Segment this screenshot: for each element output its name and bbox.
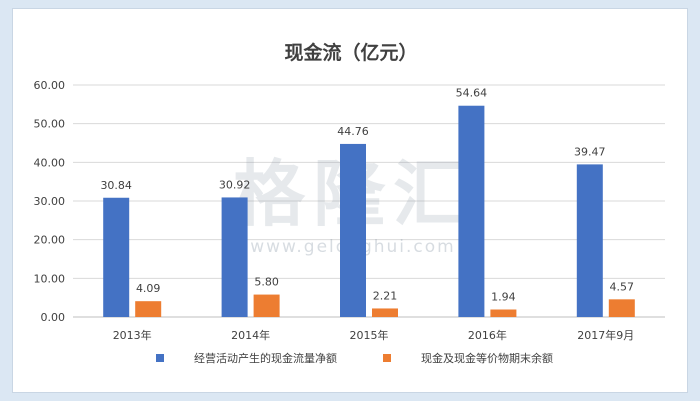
y-tick-label: 30.00 xyxy=(34,195,66,208)
bar-operating-cash-flow xyxy=(458,105,485,317)
data-label: 1.94 xyxy=(491,290,516,303)
x-tick-label: 2015年 xyxy=(350,328,389,342)
legend-swatch xyxy=(383,354,391,362)
bar-cash-balance xyxy=(608,299,635,317)
bar-operating-cash-flow xyxy=(576,164,603,317)
chart-frame: 格隆汇 www.gelonghui.com 0.0010.0020.0030.0… xyxy=(12,8,688,393)
x-tick-label: 2014年 xyxy=(231,328,270,342)
legend: 经营活动产生的现金流量净额 现金及现金等价物期末余额 xyxy=(156,351,553,365)
x-tick-label: 2016年 xyxy=(468,328,507,342)
legend-label: 经营活动产生的现金流量净额 xyxy=(194,351,337,365)
x-tick-label: 2017年9月 xyxy=(577,328,634,342)
y-tick-label: 20.00 xyxy=(34,234,66,247)
data-label: 54.64 xyxy=(456,87,488,100)
data-label: 5.80 xyxy=(254,276,279,289)
legend-label: 现金及现金等价物期末余额 xyxy=(421,351,553,365)
bar-cash-balance xyxy=(253,294,280,317)
legend-swatch xyxy=(156,354,164,362)
bar-operating-cash-flow xyxy=(221,197,248,317)
data-label: 39.47 xyxy=(574,145,606,158)
data-labels: 30.84 4.09 30.92 5.80 44.76 2.21 54.64 1.94 39.4… xyxy=(100,87,634,304)
x-tick-label: 2013年 xyxy=(113,328,152,342)
bar-cash-balance xyxy=(135,301,162,317)
data-label: 2.21 xyxy=(373,289,398,302)
gridlines xyxy=(73,84,665,318)
bars xyxy=(103,105,635,317)
bar-cash-balance xyxy=(372,308,398,317)
bar-cash-balance xyxy=(490,309,517,317)
data-label: 4.57 xyxy=(610,280,635,293)
data-label: 4.09 xyxy=(136,282,161,295)
chart-title: 现金流（亿元） xyxy=(284,41,417,64)
cash-flow-chart: 格隆汇 www.gelonghui.com 0.0010.0020.0030.0… xyxy=(34,41,665,365)
y-tick-label: 50.00 xyxy=(34,118,66,131)
bar-operating-cash-flow xyxy=(103,197,130,317)
y-axis-ticks: 0.00 10.00 20.00 30.00 40.00 50.00 60.00 xyxy=(34,79,66,324)
data-label: 30.92 xyxy=(219,178,251,191)
y-tick-label: 10.00 xyxy=(34,272,66,285)
y-tick-label: 60.00 xyxy=(34,79,66,92)
y-tick-label: 40.00 xyxy=(34,156,66,169)
y-tick-label: 0.00 xyxy=(41,311,66,324)
data-label: 44.76 xyxy=(337,125,369,138)
data-label: 30.84 xyxy=(100,179,132,192)
bar-operating-cash-flow xyxy=(340,143,366,317)
x-axis-ticks: 2013年 2014年 2015年 2016年 2017年9月 xyxy=(113,328,635,342)
